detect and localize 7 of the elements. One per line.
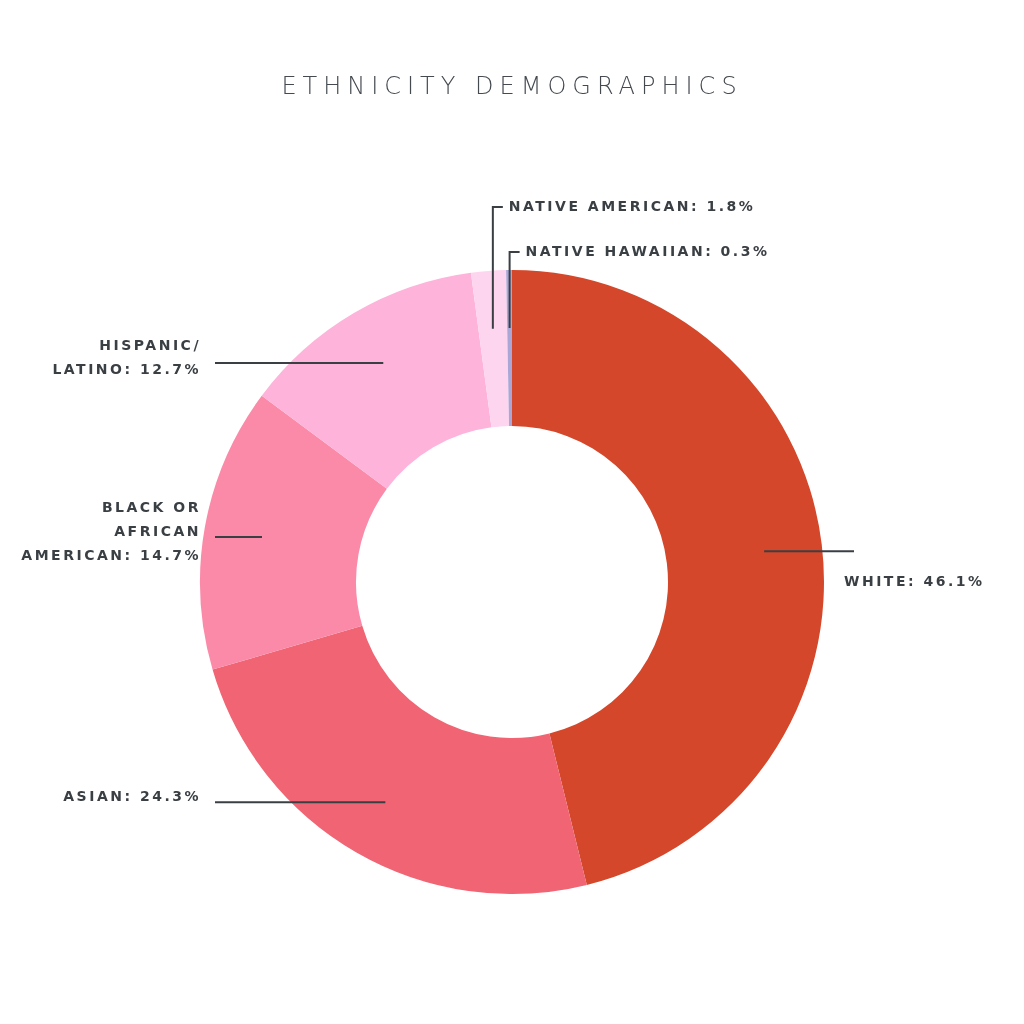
slice-label: NATIVE HAWAIIAN: 0.3% [525, 242, 770, 259]
slice-label: NATIVE AMERICAN: 1.8% [508, 197, 756, 214]
slice-label: BLACK OR AFRICAN AMERICAN: 14.7% [21, 498, 201, 563]
slice-label: ASIAN: 24.3% [63, 787, 201, 804]
slice-label: WHITE: 46.1% [844, 572, 985, 589]
slice-label: HISPANIC/LATINO: 12.7% [52, 336, 201, 377]
chart-title: ETHNICITY DEMOGRAPHICS [280, 72, 744, 100]
